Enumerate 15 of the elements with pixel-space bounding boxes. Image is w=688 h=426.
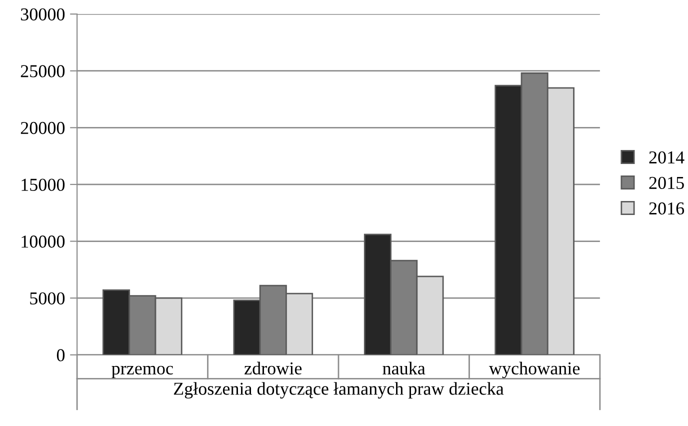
x-tick-label: zdrowie [244,362,302,375]
y-tick-label: 0 [56,349,65,362]
x-axis-title: Zgłoszenia dotyczące łamanych praw dziecka [174,382,504,399]
y-tick-label: 5000 [30,292,65,304]
y-tick-label: 30000 [20,8,65,20]
x-tick-label: wychowanie [488,362,580,378]
y-tick-label: 20000 [20,122,65,134]
x-tick-label: nauka [382,362,426,375]
y-tick-label: 15000 [22,178,65,191]
legend-label: 2016 [649,202,684,215]
legend-label: 2015 [649,176,684,190]
legend-label: 2014 [649,151,684,164]
y-tick-label: 25000 [20,65,65,78]
x-tick-label: przemoc [112,366,173,378]
y-tick-label: 10000 [22,236,65,248]
